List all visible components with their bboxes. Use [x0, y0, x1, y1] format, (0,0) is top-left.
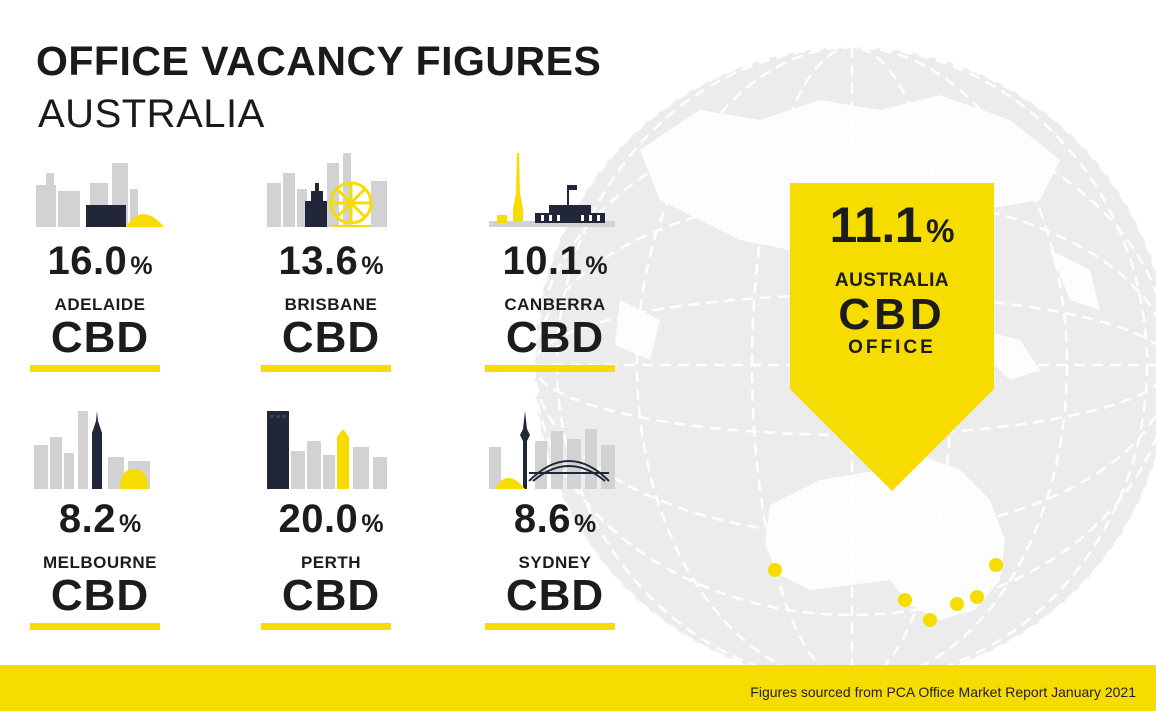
city-name: SYDNEY — [518, 553, 592, 572]
accent-underline — [261, 623, 391, 630]
cbd-label: CBD — [505, 313, 605, 362]
cbd-label: CBD — [50, 313, 150, 362]
vacancy-rate: 10.1% — [502, 239, 608, 283]
cbd-label: CBD — [505, 571, 605, 620]
accent-underline — [485, 623, 615, 630]
adelaide-skyline-icon — [36, 163, 164, 227]
city-card-perth: 20.0% PERTH CBD — [261, 411, 401, 651]
city-card-brisbane: 13.6% BRISBANE CBD — [261, 153, 401, 393]
cbd-label: CBD — [281, 313, 381, 362]
cbd-label: CBD — [281, 571, 381, 620]
city-name: MELBOURNE — [42, 553, 158, 572]
vacancy-rate: 16.0% — [47, 239, 153, 283]
accent-underline — [30, 365, 160, 372]
page-title: OFFICE VACANCY FIGURES — [36, 38, 602, 84]
city-card-adelaide: 16.0% ADELAIDE CBD — [30, 153, 170, 393]
city-card-sydney: 8.6% SYDNEY CBD — [485, 411, 625, 651]
city-name: PERTH — [300, 553, 362, 572]
national-region-label: AUSTRALIA — [834, 270, 950, 291]
accent-underline — [30, 623, 160, 630]
australia-callout-banner — [790, 183, 994, 491]
accent-underline — [485, 365, 615, 372]
footer-bar: Figures sourced from PCA Office Market R… — [0, 665, 1156, 711]
national-cbd-label: CBD — [838, 290, 946, 339]
national-vacancy-rate: 11.1% — [829, 197, 955, 253]
vacancy-rate: 13.6% — [278, 239, 384, 283]
perth-skyline-icon — [267, 411, 387, 489]
melbourne-skyline-icon — [34, 411, 150, 489]
vacancy-rate: 20.0% — [278, 497, 384, 541]
city-card-canberra: 10.1% CANBERRA CBD — [485, 153, 625, 393]
source-note: Figures sourced from PCA Office Market R… — [750, 684, 1136, 700]
sydney-skyline-icon — [489, 411, 615, 489]
city-name: ADELAIDE — [54, 295, 146, 314]
vacancy-rate: 8.6% — [513, 497, 597, 541]
accent-underline — [261, 365, 391, 372]
brisbane-skyline-icon — [267, 153, 387, 227]
vacancy-rate: 8.2% — [58, 497, 142, 541]
national-office-label: OFFICE — [848, 337, 936, 358]
cbd-label: CBD — [50, 571, 150, 620]
page-subtitle: AUSTRALIA — [38, 92, 265, 136]
city-card-melbourne: 8.2% MELBOURNE CBD — [30, 411, 170, 651]
city-name: CANBERRA — [504, 295, 606, 314]
city-name: BRISBANE — [284, 295, 378, 314]
canberra-skyline-icon — [489, 153, 615, 227]
